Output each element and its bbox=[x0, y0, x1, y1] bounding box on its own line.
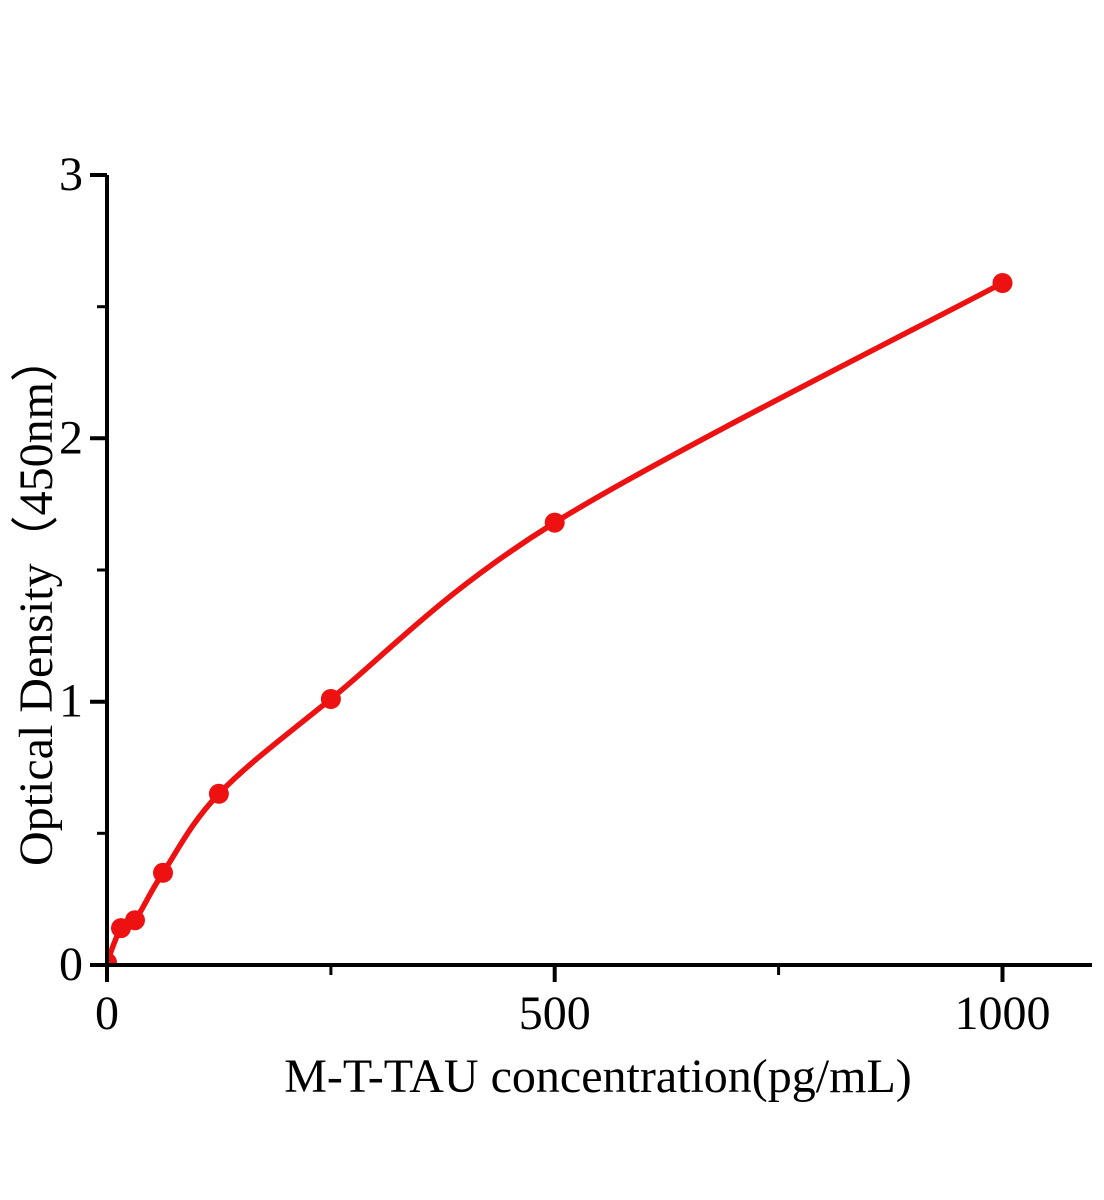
data-point-marker bbox=[208, 783, 229, 804]
data-point-marker bbox=[125, 910, 145, 931]
data-point-marker bbox=[320, 689, 341, 709]
x-tick-label: 1000 bbox=[955, 987, 1051, 1040]
y-tick-label: 2 bbox=[59, 411, 83, 464]
curve-line bbox=[107, 280, 1006, 965]
data-point-marker bbox=[544, 512, 565, 533]
data-point-marker bbox=[107, 952, 117, 965]
axis-lines bbox=[105, 175, 1092, 967]
series-layer bbox=[107, 273, 1013, 965]
axes-layer: 0 500 1000 0 1 2 3 bbox=[59, 148, 1092, 1040]
x-tick-label: 0 bbox=[95, 987, 119, 1040]
x-tick-label: 500 bbox=[519, 987, 591, 1040]
y-axis-title: Optical Density（450nm） bbox=[10, 334, 63, 866]
data-point-marker bbox=[992, 273, 1013, 293]
y-tick-label: 3 bbox=[59, 148, 83, 201]
y-tick-label: 0 bbox=[59, 938, 83, 991]
x-axis-title: M-T-TAU concentration(pg/mL) bbox=[284, 1050, 912, 1103]
data-point-marker bbox=[153, 862, 173, 883]
y-tick-label: 1 bbox=[59, 675, 83, 728]
